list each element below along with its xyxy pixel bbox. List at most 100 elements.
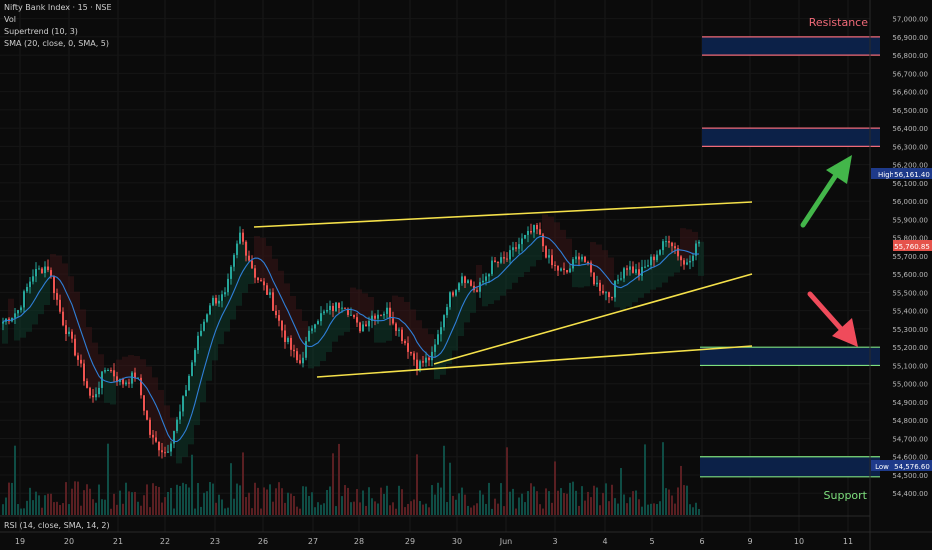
supertrend-band	[644, 266, 650, 294]
volume-bar	[302, 486, 304, 515]
candle-body	[494, 260, 496, 263]
time-tick-label: 30	[452, 537, 462, 546]
candle-body	[659, 250, 661, 255]
candle-body	[500, 257, 502, 263]
volume-bar	[671, 495, 673, 515]
candle-body	[284, 330, 286, 342]
volume-bar	[659, 501, 661, 515]
volume-bar	[347, 487, 349, 515]
indicator-supertrend[interactable]: Supertrend (10, 3)	[4, 27, 78, 36]
supertrend-band	[500, 257, 506, 296]
supertrend-band	[668, 242, 674, 277]
candle-body	[632, 266, 634, 273]
candle-body	[338, 302, 340, 309]
trendline[interactable]	[316, 345, 753, 378]
volume-bar	[104, 499, 106, 515]
volume-bar	[554, 461, 556, 515]
supertrend-band	[140, 359, 146, 396]
candle-body	[518, 244, 520, 249]
price-tick-label: 55,200.00	[892, 344, 928, 352]
candle-body	[359, 322, 361, 332]
candle-body	[479, 282, 481, 292]
candle-body	[65, 325, 67, 335]
volume-bar	[299, 508, 301, 515]
volume-bar	[461, 487, 463, 515]
supertrend-band	[566, 238, 572, 273]
volume-bar	[668, 489, 670, 515]
supertrend-band	[446, 307, 452, 365]
volume-bar	[209, 482, 211, 515]
volume-bar	[485, 503, 487, 515]
supertrend-band	[680, 228, 686, 261]
volume-bar	[188, 487, 190, 515]
trendline[interactable]	[253, 201, 753, 228]
candle-body	[461, 276, 463, 284]
volume-bar	[569, 482, 571, 515]
candle-body	[482, 280, 484, 283]
volume-bar	[680, 465, 682, 515]
volume-bar	[32, 500, 34, 515]
indicator-rsi[interactable]: RSI (14, close, SMA, 14, 2)	[4, 521, 110, 530]
price-tick-label: 54,800.00	[892, 417, 928, 425]
candle-body	[275, 310, 277, 316]
candle-body	[194, 350, 196, 363]
volume-bar	[59, 505, 61, 515]
low-badge	[871, 460, 893, 471]
volume-bar	[449, 462, 451, 515]
volume-bar	[146, 484, 148, 515]
candle-body	[584, 256, 586, 262]
candle-body	[692, 255, 694, 261]
candle-body	[143, 395, 145, 411]
volume-bar	[275, 488, 277, 515]
candle-body	[161, 450, 163, 453]
candle-body	[551, 255, 553, 266]
candle-body	[644, 266, 646, 268]
sma-line	[2, 235, 700, 443]
volume-bar	[41, 507, 43, 515]
volume-bar	[563, 492, 565, 515]
volume-bar	[386, 485, 388, 515]
supertrend-band	[662, 241, 668, 283]
indicator-sma[interactable]: SMA (20, close, 0, SMA, 5)	[4, 39, 109, 48]
candle-body	[662, 241, 664, 251]
volume-bar	[281, 488, 283, 515]
supertrend-band	[674, 248, 680, 273]
volume-bar	[674, 503, 676, 515]
low-value-badge	[893, 460, 932, 471]
trendlines	[253, 201, 753, 378]
indicator-vol[interactable]: Vol	[4, 15, 16, 24]
volume-bar	[686, 485, 688, 515]
candle-body	[626, 268, 628, 270]
volume-bar	[194, 508, 196, 515]
volume-bar	[560, 488, 562, 515]
candle-body	[218, 300, 220, 304]
supertrend-band	[92, 342, 98, 398]
volume-bar	[23, 508, 25, 515]
candle-body	[146, 410, 148, 420]
volume-bar	[539, 504, 541, 515]
volume-bar	[44, 495, 46, 515]
candle-body	[674, 246, 676, 249]
volume-bar	[533, 486, 535, 515]
volume-bar	[323, 503, 325, 515]
volume-bars	[2, 442, 700, 515]
volume-bar	[365, 505, 367, 515]
volume-bar	[521, 493, 523, 515]
volume-bar	[143, 495, 145, 515]
volume-bar	[536, 491, 538, 515]
price-tick-label: 56,300.00	[892, 143, 928, 151]
volume-bar	[89, 488, 91, 515]
volume-bar	[167, 491, 169, 515]
candle-body	[464, 276, 466, 283]
symbol-title[interactable]: Nifty Bank Index · 15 · NSE	[4, 3, 112, 12]
candle-body	[50, 270, 52, 277]
candle-body	[695, 243, 697, 256]
time-tick-label: 4	[602, 537, 607, 546]
candle-body	[599, 282, 601, 291]
trendline[interactable]	[433, 273, 753, 365]
supertrend-band	[464, 282, 470, 323]
candle-body	[395, 323, 397, 331]
volume-bar	[590, 497, 592, 515]
